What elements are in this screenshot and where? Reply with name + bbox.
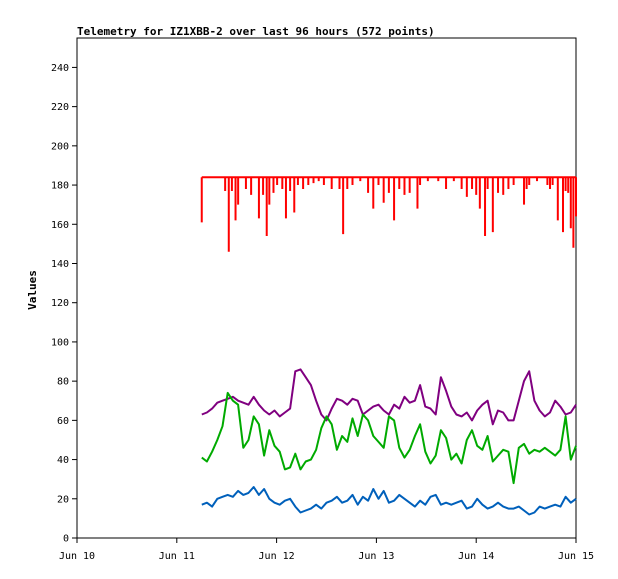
x-tick-label: Jun 11	[159, 551, 195, 562]
y-tick-label: 140	[51, 259, 69, 270]
x-axis-ticks: Jun 10 Jun 11 Jun 12 Jun 13 Jun 14 Jun 15	[59, 538, 594, 562]
y-tick-label: 40	[57, 455, 69, 466]
series-line-1	[200, 176, 577, 252]
y-tick-label: 60	[57, 416, 69, 427]
y-tick-label: 220	[51, 102, 69, 113]
y-axis-ticks: 0 20 40 60 80 100 120 140 160 180 200 220 240	[51, 63, 77, 545]
x-tick-label: Jun 14	[458, 551, 494, 562]
y-tick-label: 160	[51, 220, 69, 231]
y-tick-label: 20	[57, 494, 69, 505]
y-tick-label: 180	[51, 181, 69, 192]
y-tick-label: 240	[51, 63, 69, 74]
series-line-4	[201, 486, 577, 516]
series-line-3	[201, 391, 577, 485]
y-tick-label: 120	[51, 298, 69, 309]
x-tick-label: Jun 10	[59, 551, 95, 562]
x-tick-label: Jun 13	[358, 551, 394, 562]
y-axis-label: Values	[26, 270, 39, 310]
x-tick-label: Jun 15	[558, 551, 594, 562]
chart-title: Telemetry for IZ1XBB-2 over last 96 hour…	[77, 25, 435, 38]
y-tick-label: 0	[63, 534, 69, 545]
y-tick-label: 200	[51, 141, 69, 152]
series-group	[200, 176, 577, 516]
x-tick-label: Jun 12	[259, 551, 295, 562]
y-tick-label: 80	[57, 377, 69, 388]
series-line-2	[201, 368, 577, 426]
y-tick-label: 100	[51, 337, 69, 348]
plot-frame	[76, 37, 577, 539]
